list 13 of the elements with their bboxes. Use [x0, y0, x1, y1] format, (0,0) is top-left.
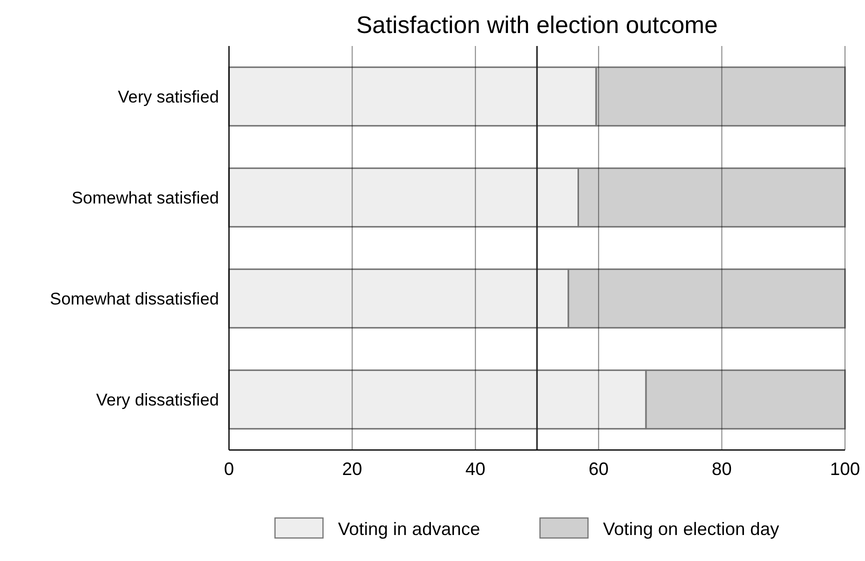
y-tick-label: Very dissatisfied: [96, 390, 219, 410]
x-tick-label: 40: [465, 459, 486, 479]
chart-title: Satisfaction with election outcome: [356, 12, 718, 39]
x-tick-label: 20: [342, 459, 362, 479]
x-tick-label: 60: [588, 459, 609, 479]
y-tick-label: Somewhat dissatisfied: [50, 290, 219, 308]
x-tick-label: 80: [712, 459, 732, 479]
legend-label: Voting in advance: [338, 519, 480, 539]
x-tick-label: 0: [224, 459, 234, 479]
y-tick-label: Somewhat satisfied: [72, 188, 219, 208]
y-tick-label: Very satisfied: [118, 88, 219, 106]
legend-label: Voting on election day: [603, 519, 780, 539]
x-tick-label: 100: [830, 459, 860, 479]
